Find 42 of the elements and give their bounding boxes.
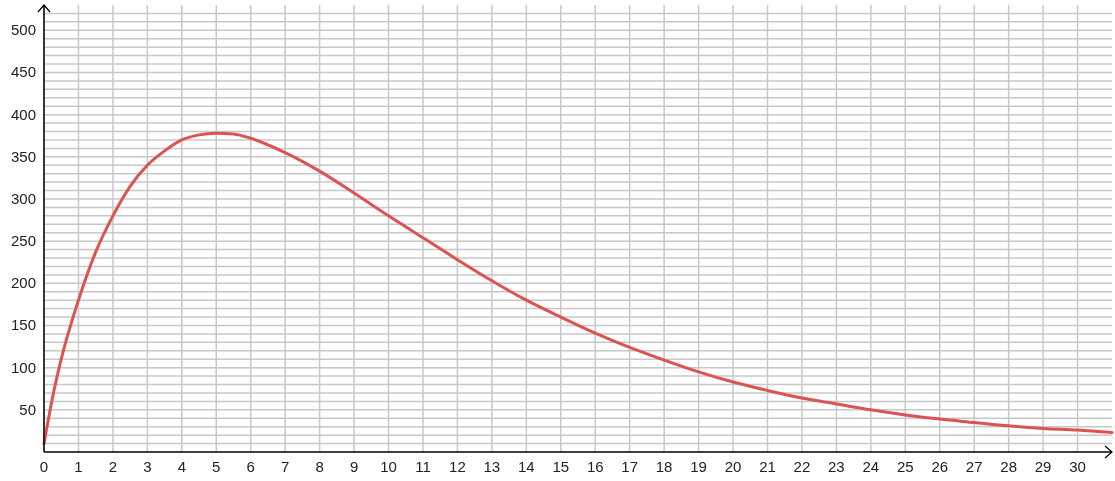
y-tick-label: 250 bbox=[10, 232, 36, 250]
y-tick-label: 150 bbox=[10, 316, 36, 334]
x-tick-label: 29 bbox=[1034, 458, 1052, 475]
x-tick-label: 2 bbox=[108, 458, 118, 475]
x-tick-label: 23 bbox=[828, 458, 845, 475]
x-tick-label: 19 bbox=[690, 458, 707, 475]
x-tick-label: 8 bbox=[315, 458, 324, 475]
x-tick-label: 15 bbox=[552, 458, 570, 475]
x-tick-label: 10 bbox=[380, 458, 397, 475]
x-tick-label: 24 bbox=[862, 458, 880, 475]
x-tick-label: 3 bbox=[143, 458, 152, 475]
y-tick-label: 300 bbox=[10, 189, 36, 207]
x-tick-label: 5 bbox=[212, 458, 221, 475]
y-tick-label: 200 bbox=[10, 274, 36, 292]
x-tick-label: 4 bbox=[177, 458, 186, 475]
x-tick-label: 13 bbox=[483, 458, 501, 475]
y-tick-label: 50 bbox=[19, 400, 36, 418]
x-tick-label: 9 bbox=[349, 458, 359, 475]
y-tick-label: 350 bbox=[10, 147, 36, 165]
x-tick-label: 16 bbox=[586, 458, 604, 475]
x-tick-label: 14 bbox=[517, 458, 535, 475]
y-tick-label: 100 bbox=[10, 358, 36, 376]
x-tick-label: 25 bbox=[896, 458, 914, 475]
x-tick-label: 18 bbox=[655, 458, 673, 475]
x-tick-label: 20 bbox=[724, 458, 742, 475]
x-tick-label: 26 bbox=[931, 458, 949, 475]
x-tick-label: 28 bbox=[1000, 458, 1017, 475]
x-tick-label: 12 bbox=[449, 458, 466, 475]
x-tick-label: 27 bbox=[965, 458, 983, 475]
x-tick-label: 21 bbox=[759, 458, 776, 475]
x-tick-label: 22 bbox=[793, 458, 811, 475]
line-series bbox=[42, 131, 1114, 446]
y-tick-label: 400 bbox=[10, 105, 36, 123]
x-tick-label: 1 bbox=[74, 458, 83, 475]
x-tick-label: 30 bbox=[1069, 458, 1086, 475]
x-tick-label: 11 bbox=[415, 458, 431, 475]
y-tick-label: 450 bbox=[10, 63, 36, 81]
y-tick-label: 500 bbox=[10, 21, 36, 39]
x-tick-label: 0 bbox=[39, 458, 49, 475]
x-tick-label: 6 bbox=[246, 458, 255, 475]
x-tick-label: 17 bbox=[621, 458, 639, 475]
x-tick-label: 7 bbox=[280, 458, 290, 475]
